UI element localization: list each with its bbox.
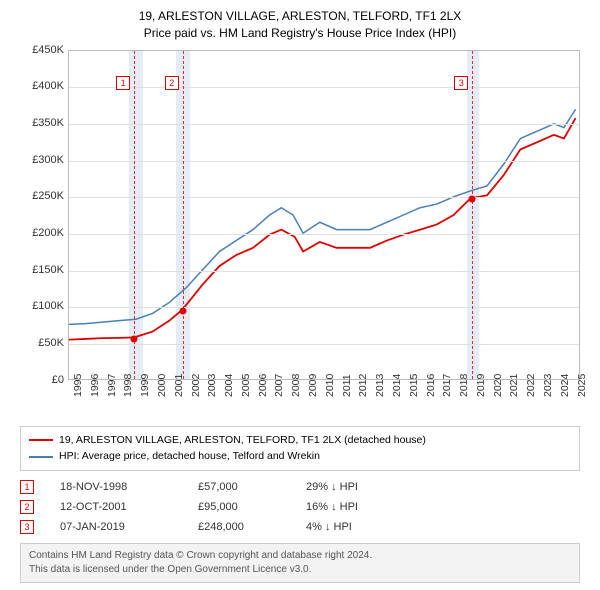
x-axis-label: 1999 <box>139 373 151 396</box>
legend-swatch <box>29 439 53 441</box>
event-num-badge: 1 <box>20 480 34 494</box>
y-gridline <box>69 344 579 345</box>
y-gridline <box>69 234 579 235</box>
legend-swatch <box>29 456 53 458</box>
x-axis-label: 2004 <box>223 373 235 396</box>
y-gridline <box>69 124 579 125</box>
x-axis-label: 2013 <box>374 373 386 396</box>
y-gridline <box>69 161 579 162</box>
x-axis-label: 2006 <box>257 373 269 396</box>
x-axis-label: 2025 <box>576 373 588 396</box>
y-gridline <box>69 197 579 198</box>
legend: 19, ARLESTON VILLAGE, ARLESTON, TELFORD,… <box>20 426 580 472</box>
reference-badge: 2 <box>165 76 179 90</box>
plot-region: 1995199619971998199920002001200220032004… <box>68 50 580 380</box>
x-axis-label: 1997 <box>106 373 118 396</box>
event-delta: 29% ↓ HPI <box>306 481 358 493</box>
reference-badge: 1 <box>116 76 130 90</box>
x-axis-label: 2014 <box>391 373 403 396</box>
event-row: 2 12-OCT-2001 £95,000 16% ↓ HPI <box>20 497 580 517</box>
series-property <box>69 118 576 340</box>
event-num-badge: 2 <box>20 500 34 514</box>
sale-marker <box>131 335 138 342</box>
x-axis-label: 2009 <box>307 373 319 396</box>
y-axis-label: £250K <box>20 190 64 202</box>
y-axis-label: £350K <box>20 117 64 129</box>
legend-item-hpi: HPI: Average price, detached house, Telf… <box>29 448 571 465</box>
x-axis-label: 2020 <box>492 373 504 396</box>
chart-area: 1995199619971998199920002001200220032004… <box>20 50 580 420</box>
chart-title: 19, ARLESTON VILLAGE, ARLESTON, TELFORD,… <box>10 8 590 42</box>
x-axis-label: 2015 <box>408 373 420 396</box>
event-price: £248,000 <box>198 521 288 533</box>
sale-marker <box>469 195 476 202</box>
x-axis-label: 2007 <box>273 373 285 396</box>
x-axis-label: 2002 <box>190 373 202 396</box>
event-price: £57,000 <box>198 481 288 493</box>
event-price: £95,000 <box>198 501 288 513</box>
x-axis-label: 1996 <box>89 373 101 396</box>
sale-marker <box>179 307 186 314</box>
y-axis-label: £0 <box>20 374 64 386</box>
y-gridline <box>69 307 579 308</box>
event-date: 18-NOV-1998 <box>60 481 180 493</box>
x-axis-label: 2011 <box>341 374 353 397</box>
x-axis-label: 2023 <box>542 373 554 396</box>
x-axis-label: 2022 <box>525 373 537 396</box>
x-axis-label: 2012 <box>357 373 369 396</box>
x-axis-label: 2008 <box>290 373 302 396</box>
event-date: 12-OCT-2001 <box>60 501 180 513</box>
title-line-1: 19, ARLESTON VILLAGE, ARLESTON, TELFORD,… <box>10 8 590 25</box>
event-row: 1 18-NOV-1998 £57,000 29% ↓ HPI <box>20 477 580 497</box>
x-axis-label: 2016 <box>425 373 437 396</box>
y-axis-label: £450K <box>20 44 64 56</box>
y-axis-label: £100K <box>20 300 64 312</box>
events-table: 1 18-NOV-1998 £57,000 29% ↓ HPI 2 12-OCT… <box>20 477 580 537</box>
event-date: 07-JAN-2019 <box>60 521 180 533</box>
x-axis-label: 2003 <box>206 373 218 396</box>
chart-svg <box>69 51 579 379</box>
x-axis-label: 2000 <box>156 373 168 396</box>
y-gridline <box>69 87 579 88</box>
x-axis-label: 2019 <box>475 373 487 396</box>
page-container: 19, ARLESTON VILLAGE, ARLESTON, TELFORD,… <box>0 0 600 590</box>
x-axis-label: 2017 <box>441 373 453 396</box>
event-row: 3 07-JAN-2019 £248,000 4% ↓ HPI <box>20 517 580 537</box>
x-axis-label: 2005 <box>240 373 252 396</box>
event-num-badge: 3 <box>20 520 34 534</box>
x-axis-label: 2010 <box>324 373 336 396</box>
legend-label: 19, ARLESTON VILLAGE, ARLESTON, TELFORD,… <box>59 432 426 449</box>
legend-item-property: 19, ARLESTON VILLAGE, ARLESTON, TELFORD,… <box>29 432 571 449</box>
footer-line: This data is licensed under the Open Gov… <box>29 563 571 577</box>
event-delta: 4% ↓ HPI <box>306 521 352 533</box>
y-axis-label: £150K <box>20 264 64 276</box>
reference-line <box>472 51 473 379</box>
y-gridline <box>69 271 579 272</box>
title-line-2: Price paid vs. HM Land Registry's House … <box>10 25 590 42</box>
reference-line <box>183 51 184 379</box>
y-axis-label: £300K <box>20 154 64 166</box>
footer-line: Contains HM Land Registry data © Crown c… <box>29 549 571 563</box>
x-axis-label: 1995 <box>72 373 84 396</box>
legend-label: HPI: Average price, detached house, Telf… <box>59 448 320 465</box>
x-axis-label: 2018 <box>458 373 470 396</box>
y-axis-label: £50K <box>20 337 64 349</box>
reference-badge: 3 <box>454 76 468 90</box>
y-axis-label: £200K <box>20 227 64 239</box>
x-axis-label: 1998 <box>122 373 134 396</box>
series-hpi <box>69 109 576 324</box>
event-delta: 16% ↓ HPI <box>306 501 358 513</box>
footer-attribution: Contains HM Land Registry data © Crown c… <box>20 543 580 583</box>
reference-line <box>134 51 135 379</box>
x-axis-label: 2021 <box>508 373 520 396</box>
x-axis-label: 2024 <box>559 373 571 396</box>
y-axis-label: £400K <box>20 80 64 92</box>
